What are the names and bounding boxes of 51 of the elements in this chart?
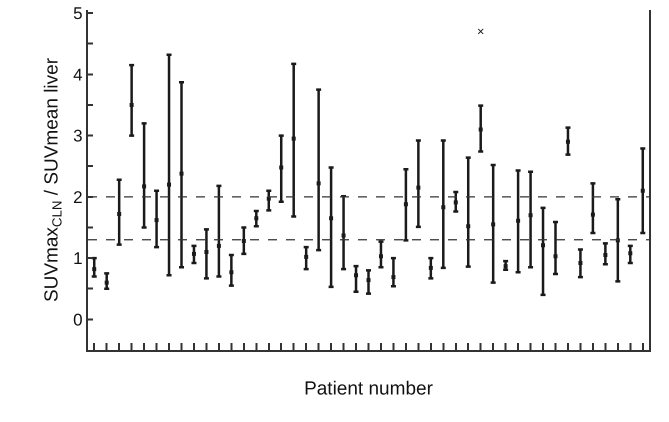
- y-tick-label: 5: [73, 4, 83, 24]
- point: [192, 252, 196, 256]
- point: [416, 186, 420, 190]
- point: [92, 267, 96, 272]
- point: [454, 200, 458, 204]
- point: [279, 165, 284, 170]
- point: [292, 136, 296, 141]
- point: [404, 202, 408, 206]
- point: [554, 254, 558, 258]
- y-tick-label: 2: [73, 188, 83, 207]
- point: [304, 254, 308, 259]
- point: [130, 102, 134, 107]
- point: [167, 182, 172, 187]
- point: [566, 140, 570, 144]
- point: [342, 233, 346, 238]
- point: [578, 261, 582, 266]
- point: [491, 222, 496, 226]
- point: [354, 273, 358, 278]
- point: [216, 244, 221, 248]
- point: [316, 181, 321, 186]
- point: [428, 266, 433, 270]
- point: [590, 212, 595, 217]
- x-axis-title: Patient number: [304, 378, 434, 400]
- point: [242, 238, 246, 243]
- point: [142, 184, 146, 188]
- point: [528, 213, 533, 218]
- point: [628, 251, 632, 256]
- point: [441, 205, 446, 210]
- point: [391, 275, 396, 280]
- point: [104, 280, 109, 285]
- point: [378, 254, 383, 258]
- y-tick-label: 3: [73, 126, 83, 146]
- point: [366, 278, 370, 282]
- point: [180, 172, 184, 176]
- point: [603, 253, 608, 258]
- y-tick-label: 1: [73, 249, 83, 268]
- y-tick-label: 4: [73, 65, 83, 84]
- point: [204, 250, 208, 254]
- point: [541, 243, 546, 248]
- point: [504, 264, 508, 268]
- point: [254, 216, 258, 220]
- point: [117, 212, 122, 216]
- point: [466, 224, 470, 228]
- point: [154, 218, 159, 222]
- point: [329, 216, 334, 220]
- point: [640, 188, 645, 193]
- point: [516, 218, 520, 223]
- point: [478, 28, 484, 34]
- point: [229, 270, 234, 274]
- y-tick-label: 0: [73, 310, 83, 330]
- point: [478, 127, 483, 132]
